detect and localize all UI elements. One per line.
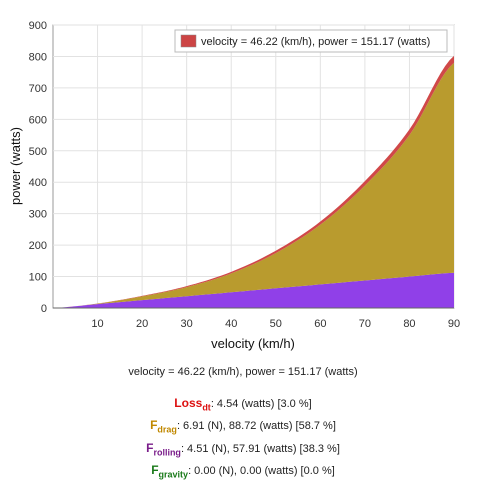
gravity-symbol: Fgravity [151, 463, 189, 480]
x-tick-label: 50 [270, 318, 282, 330]
y-tick-label: 300 [29, 209, 47, 221]
drag-line: Fdrag: 6.91 (N), 88.72 (watts) [58.7 %] [0, 418, 486, 434]
x-tick-label: 80 [403, 318, 415, 330]
x-tick-label: 10 [91, 318, 103, 330]
drag-value: : 6.91 (N), 88.72 (watts) [58.7 %] [176, 420, 336, 432]
rolling-symbol: Frolling [146, 441, 181, 458]
area-drag [53, 62, 454, 309]
gravity-value: : 0.00 (N), 0.00 (watts) [0.0 %] [188, 465, 335, 477]
y-tick-labels: 0 100 200 300 400 500 600 700 800 900 [29, 20, 47, 315]
y-tick-label: 100 [29, 272, 47, 284]
y-tick-label: 800 [29, 51, 47, 63]
y-tick-label: 900 [29, 20, 47, 32]
x-tick-label: 30 [181, 318, 193, 330]
gravity-line: Fgravity: 0.00 (N), 0.00 (watts) [0.0 %] [0, 463, 486, 479]
x-tick-labels: 10 20 30 40 50 60 70 80 90 [53, 307, 460, 330]
legend-label: velocity = 46.22 (km/h), power = 151.17 … [201, 36, 430, 48]
legend: velocity = 46.22 (km/h), power = 151.17 … [174, 29, 448, 53]
legend-swatch [180, 34, 197, 48]
x-tick-label: 60 [314, 318, 326, 330]
y-tick-label: 400 [29, 177, 47, 189]
y-tick-label: 200 [29, 240, 47, 252]
y-axis-title: power (watts) [8, 127, 23, 205]
loss-value: : 4.54 (watts) [3.0 %] [210, 398, 312, 410]
x-tick-label: 20 [136, 318, 148, 330]
drag-symbol: Fdrag [150, 418, 177, 435]
rolling-value: : 4.51 (N), 57.91 (watts) [38.3 %] [180, 443, 340, 455]
y-tick-label: 500 [29, 146, 47, 158]
rolling-line: Frolling: 4.51 (N), 57.91 (watts) [38.3 … [0, 441, 486, 457]
area-rolling [53, 272, 454, 308]
legend-box [174, 29, 448, 53]
y-tick-label: 600 [29, 114, 47, 126]
summary-text: velocity = 46.22 (km/h), power = 151.17 … [128, 366, 358, 378]
y-tick-label: 700 [29, 83, 47, 95]
x-tick-label: 40 [225, 318, 237, 330]
y-tick-label: 0 [41, 303, 47, 315]
loss-line: Lossdt: 4.54 (watts) [3.0 %] [0, 396, 486, 412]
x-tick-label: 90 [448, 318, 460, 330]
power-chart: 0 100 200 300 400 500 600 700 800 900 10 20 30 40 50 6… [8, 20, 460, 351]
loss-symbol: Lossdt [174, 396, 211, 413]
data-areas [53, 55, 454, 309]
x-tick-label: 70 [359, 318, 371, 330]
x-axis-title: velocity (km/h) [211, 336, 295, 351]
